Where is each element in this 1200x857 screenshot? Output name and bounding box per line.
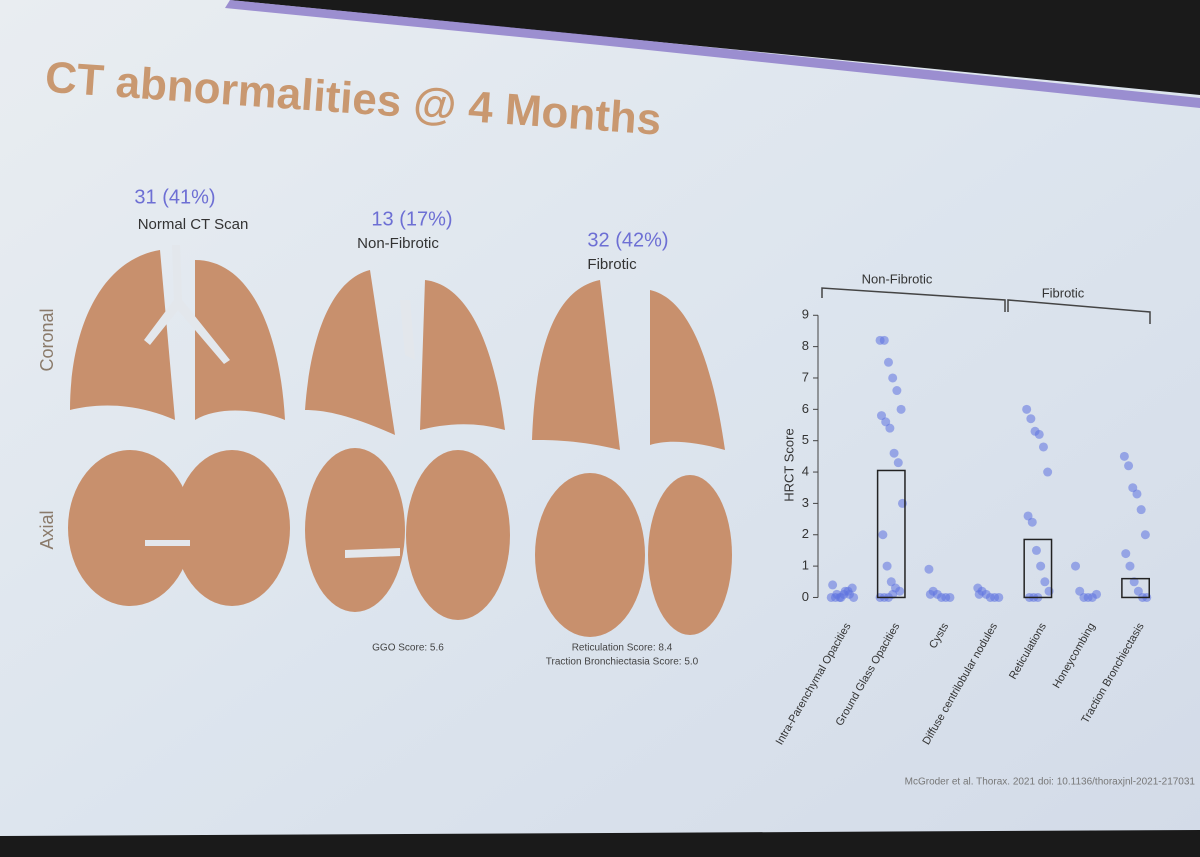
panel-score: Traction Bronchiectasia Score: 5.0 (546, 657, 699, 668)
group-brackets (821, 287, 1151, 324)
data-point (1034, 429, 1044, 439)
data-point (883, 357, 893, 367)
group-label: Non-Fibrotic (862, 271, 933, 286)
data-point (1031, 545, 1041, 555)
data-point (878, 530, 888, 540)
group-label: Fibrotic (1042, 285, 1085, 300)
panel-label: Normal CT Scan (138, 216, 249, 233)
y-tick-label: 7 (802, 369, 809, 384)
y-tick-label: 9 (802, 307, 809, 322)
data-point (1071, 561, 1081, 571)
data-point (1121, 549, 1131, 559)
row-label: Coronal (37, 308, 57, 371)
data-point (1027, 517, 1037, 527)
y-axis-label: HRCT Score (781, 428, 796, 501)
y-tick-label: 5 (802, 432, 809, 447)
data-point (892, 386, 902, 396)
data-point (1040, 577, 1050, 587)
data-point (1043, 467, 1053, 477)
data-point (1140, 530, 1150, 540)
panel-score: GGO Score: 5.6 (372, 643, 444, 654)
data-point (893, 458, 903, 468)
panel-count: 32 (42%) (587, 229, 668, 251)
bar (876, 469, 906, 599)
data-point (1129, 577, 1139, 587)
data-point (896, 404, 906, 414)
y-tick-label: 0 (802, 589, 809, 604)
y-tick-label: 4 (802, 463, 809, 478)
data-point (994, 592, 1004, 602)
data-point (882, 561, 892, 571)
data-point (895, 586, 905, 596)
airways (144, 245, 415, 558)
data-point (1136, 505, 1146, 515)
data-point (1036, 561, 1046, 571)
y-tick-label: 3 (802, 495, 809, 510)
ct-images (68, 250, 732, 637)
panel-label: Non-Fibrotic (357, 235, 439, 252)
data-point (1119, 451, 1129, 461)
data-point (974, 589, 984, 599)
data-point (1132, 489, 1142, 499)
y-tick-label: 1 (802, 558, 809, 573)
panel-score: Reticulation Score: 8.4 (572, 643, 673, 654)
data-point (849, 592, 859, 602)
data-point (1026, 414, 1036, 424)
bar (1023, 538, 1053, 599)
data-point (879, 335, 889, 345)
data-point (888, 589, 898, 599)
panel-count: 31 (41%) (134, 186, 215, 208)
data-point (888, 373, 898, 383)
data-point (828, 580, 838, 590)
accent-stripe (225, 0, 1200, 108)
data-point (1124, 461, 1134, 471)
data-point (925, 589, 935, 599)
panel-label: Fibrotic (587, 256, 637, 273)
data-point (945, 592, 955, 602)
citation: McGroder et al. Thorax. 2021 doi: 10.113… (905, 777, 1196, 788)
y-tick-label: 6 (802, 401, 809, 416)
panel-count: 13 (17%) (371, 208, 452, 230)
row-label: Axial (37, 510, 57, 549)
data-point (1022, 404, 1032, 414)
bar (1121, 577, 1151, 599)
y-tick-label: 2 (802, 526, 809, 541)
data-point (1125, 561, 1135, 571)
data-point (889, 448, 899, 458)
panel-labels: 31 (41%) Normal CT Scan 13 (17%) Non-Fib… (134, 186, 698, 667)
data-point (924, 564, 934, 574)
data-point (1038, 442, 1048, 452)
data-point (885, 423, 895, 433)
data-point (1092, 589, 1102, 599)
y-tick-label: 8 (802, 338, 809, 353)
